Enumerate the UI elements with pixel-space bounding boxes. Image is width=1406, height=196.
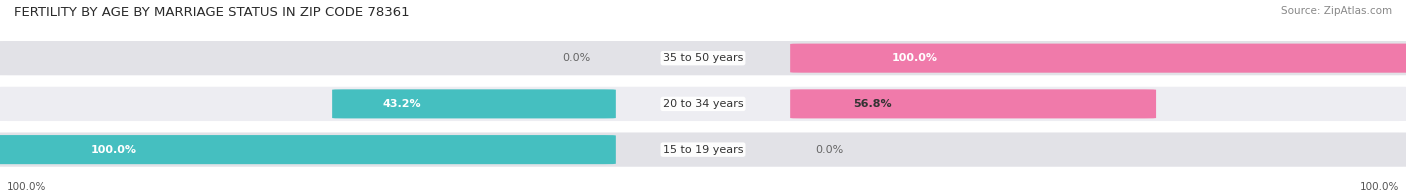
Text: 100.0%: 100.0% [90,145,136,155]
FancyBboxPatch shape [790,44,1406,73]
Text: Source: ZipAtlas.com: Source: ZipAtlas.com [1281,6,1392,16]
FancyBboxPatch shape [0,131,1406,168]
Text: 0.0%: 0.0% [562,53,591,63]
Text: 56.8%: 56.8% [853,99,891,109]
Text: FERTILITY BY AGE BY MARRIAGE STATUS IN ZIP CODE 78361: FERTILITY BY AGE BY MARRIAGE STATUS IN Z… [14,6,409,19]
FancyBboxPatch shape [0,85,1406,122]
FancyBboxPatch shape [790,89,1156,118]
Text: 20 to 34 years: 20 to 34 years [662,99,744,109]
FancyBboxPatch shape [0,135,616,164]
Text: 43.2%: 43.2% [382,99,422,109]
Text: 0.0%: 0.0% [815,145,844,155]
Text: 100.0%: 100.0% [1360,182,1399,192]
Text: 100.0%: 100.0% [7,182,46,192]
FancyBboxPatch shape [332,89,616,118]
FancyBboxPatch shape [0,40,1406,77]
Text: 35 to 50 years: 35 to 50 years [662,53,744,63]
Text: 15 to 19 years: 15 to 19 years [662,145,744,155]
Text: 100.0%: 100.0% [893,53,938,63]
